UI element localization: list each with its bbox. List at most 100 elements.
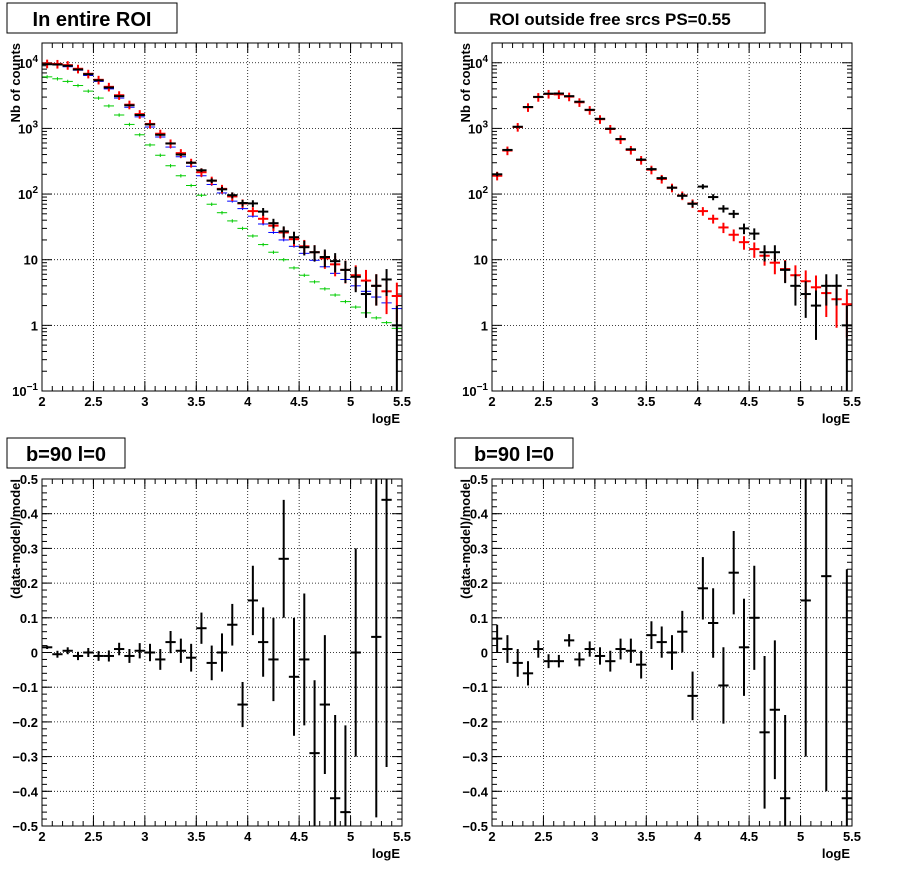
y-tick-label: −0.3 bbox=[462, 750, 488, 765]
y-tick-label: 0.3 bbox=[470, 541, 488, 556]
title-box bbox=[6, 437, 126, 469]
y-tick-label: 0.2 bbox=[470, 576, 488, 591]
y-tick-label: −0.3 bbox=[12, 750, 38, 765]
axes-frame bbox=[41, 42, 403, 392]
y-tick-label: 10−1 bbox=[462, 382, 488, 399]
series-data bbox=[492, 479, 852, 826]
y-tick-label: 0 bbox=[31, 646, 38, 661]
y-tick-label: 0.5 bbox=[20, 472, 38, 487]
plot-area-p3: 2 2.5 3 3.5 4 4.5 5 5.5 −0.5 −0.4 −0.3 −0.2 −0.1 0 0.1… bbox=[8, 472, 411, 861]
axes-frame bbox=[491, 478, 853, 827]
y-tick-label: 0.3 bbox=[20, 541, 38, 556]
axes-frame bbox=[41, 478, 403, 827]
plot-area-p1: 2 2.5 3 3.5 4 4.5 5 5.5 10−1 1 10 102 103 104 logE Nb o… bbox=[8, 42, 411, 426]
y-tick-label: 102 bbox=[18, 185, 38, 202]
chart-title: b=90 l=0 bbox=[474, 444, 554, 466]
y-tick-label: 10−1 bbox=[12, 382, 38, 399]
x-tick-label: 4 bbox=[244, 394, 252, 409]
plot-area-p4: 2 2.5 3 3.5 4 4.5 5 5.5 −0.5 −0.4 −0.3 −0.2 −0.1 0 0.1… bbox=[458, 472, 861, 861]
title-box bbox=[6, 2, 178, 34]
y-tick-label: 102 bbox=[468, 185, 488, 202]
plot-area-p2: 2 2.5 3 3.5 4 4.5 5 5.5 10−1 1 10 102 103 104 logE Nb o… bbox=[458, 42, 861, 426]
x-tick-label: 5.5 bbox=[843, 394, 861, 409]
y-tick-label: 103 bbox=[18, 119, 38, 136]
x-tick-label: 2 bbox=[488, 829, 495, 844]
x-tick-label: 2.5 bbox=[84, 394, 102, 409]
x-tick-label: 2 bbox=[488, 394, 495, 409]
y-tick-label: 0.1 bbox=[20, 611, 38, 626]
y-tick-label: −0.5 bbox=[12, 819, 38, 834]
x-tick-label: 2.5 bbox=[534, 394, 552, 409]
x-tick-label: 4 bbox=[694, 394, 702, 409]
y-tick-label: 0.2 bbox=[20, 576, 38, 591]
x-tick-label: 3 bbox=[141, 394, 148, 409]
y-tick-label: 0.4 bbox=[470, 507, 489, 522]
y-axis-label: (data-model)/model bbox=[458, 479, 473, 599]
panel-residuals-right: b=90 l=0 bbox=[454, 437, 574, 469]
x-tick-label: 3.5 bbox=[637, 394, 655, 409]
x-tick-label: 3.5 bbox=[187, 829, 205, 844]
chart-title: b=90 l=0 bbox=[26, 444, 106, 466]
y-tick-label: 10 bbox=[474, 253, 488, 268]
x-tick-label: 4 bbox=[244, 829, 252, 844]
x-tick-label: 2 bbox=[38, 829, 45, 844]
y-tick-label: 0 bbox=[481, 646, 488, 661]
y-tick-label: −0.4 bbox=[12, 784, 38, 799]
chart-title: In entire ROI bbox=[33, 9, 152, 31]
panel-roi-outside-free-srcs: ROI outside free srcs PS=0.55 bbox=[454, 2, 766, 34]
x-tick-label: 5.5 bbox=[843, 829, 861, 844]
x-tick-label: 4.5 bbox=[740, 394, 758, 409]
y-tick-label: 104 bbox=[468, 54, 488, 71]
x-tick-label: 2.5 bbox=[534, 829, 552, 844]
title-box bbox=[454, 2, 766, 34]
x-axis-label: logE bbox=[822, 411, 850, 426]
x-tick-label: 3 bbox=[591, 394, 598, 409]
x-axis-label: logE bbox=[372, 411, 400, 426]
x-tick-label: 4.5 bbox=[290, 394, 308, 409]
y-tick-label: −0.1 bbox=[12, 680, 38, 695]
x-tick-label: 4 bbox=[694, 829, 702, 844]
x-axis-label: logE bbox=[372, 846, 400, 861]
y-axis-label: (data-model)/model bbox=[8, 479, 23, 599]
x-tick-label: 2 bbox=[38, 394, 45, 409]
axes-frame bbox=[491, 42, 853, 392]
y-tick-label: −0.4 bbox=[462, 784, 488, 799]
x-tick-label: 5 bbox=[347, 829, 354, 844]
x-tick-label: 4.5 bbox=[290, 829, 308, 844]
y-tick-label: 103 bbox=[468, 119, 488, 136]
y-tick-label: −0.2 bbox=[12, 715, 38, 730]
y-tick-label: 1 bbox=[481, 318, 488, 333]
y-tick-label: 104 bbox=[18, 54, 38, 71]
y-axis-label: Nb of counts bbox=[8, 43, 23, 122]
y-axis-label: Nb of counts bbox=[458, 43, 473, 122]
y-tick-label: 10 bbox=[24, 253, 38, 268]
series-data bbox=[492, 92, 852, 391]
x-tick-label: 3 bbox=[591, 829, 598, 844]
x-tick-label: 4.5 bbox=[740, 829, 758, 844]
series-data bbox=[42, 479, 392, 826]
series-data bbox=[42, 63, 402, 391]
series-green bbox=[42, 75, 402, 331]
x-tick-label: 5.5 bbox=[393, 394, 411, 409]
panel-residuals-left: b=90 l=0 bbox=[6, 437, 126, 469]
y-tick-label: 0.1 bbox=[470, 611, 488, 626]
y-tick-label: −0.1 bbox=[462, 680, 488, 695]
y-tick-label: −0.2 bbox=[462, 715, 488, 730]
y-tick-label: −0.5 bbox=[462, 819, 488, 834]
x-tick-label: 5 bbox=[797, 829, 804, 844]
title-box bbox=[454, 437, 574, 469]
y-tick-label: 0.5 bbox=[470, 472, 488, 487]
chart-title: ROI outside free srcs PS=0.55 bbox=[489, 10, 730, 29]
x-tick-label: 3.5 bbox=[187, 394, 205, 409]
x-tick-label: 5 bbox=[347, 394, 354, 409]
x-tick-label: 3.5 bbox=[637, 829, 655, 844]
x-tick-label: 5.5 bbox=[393, 829, 411, 844]
x-tick-label: 2.5 bbox=[84, 829, 102, 844]
x-tick-label: 3 bbox=[141, 829, 148, 844]
y-tick-label: 0.4 bbox=[20, 507, 39, 522]
panel-entire-roi: In entire ROI bbox=[6, 2, 178, 34]
x-tick-label: 5 bbox=[797, 394, 804, 409]
y-tick-label: 1 bbox=[31, 318, 38, 333]
x-axis-label: logE bbox=[822, 846, 850, 861]
